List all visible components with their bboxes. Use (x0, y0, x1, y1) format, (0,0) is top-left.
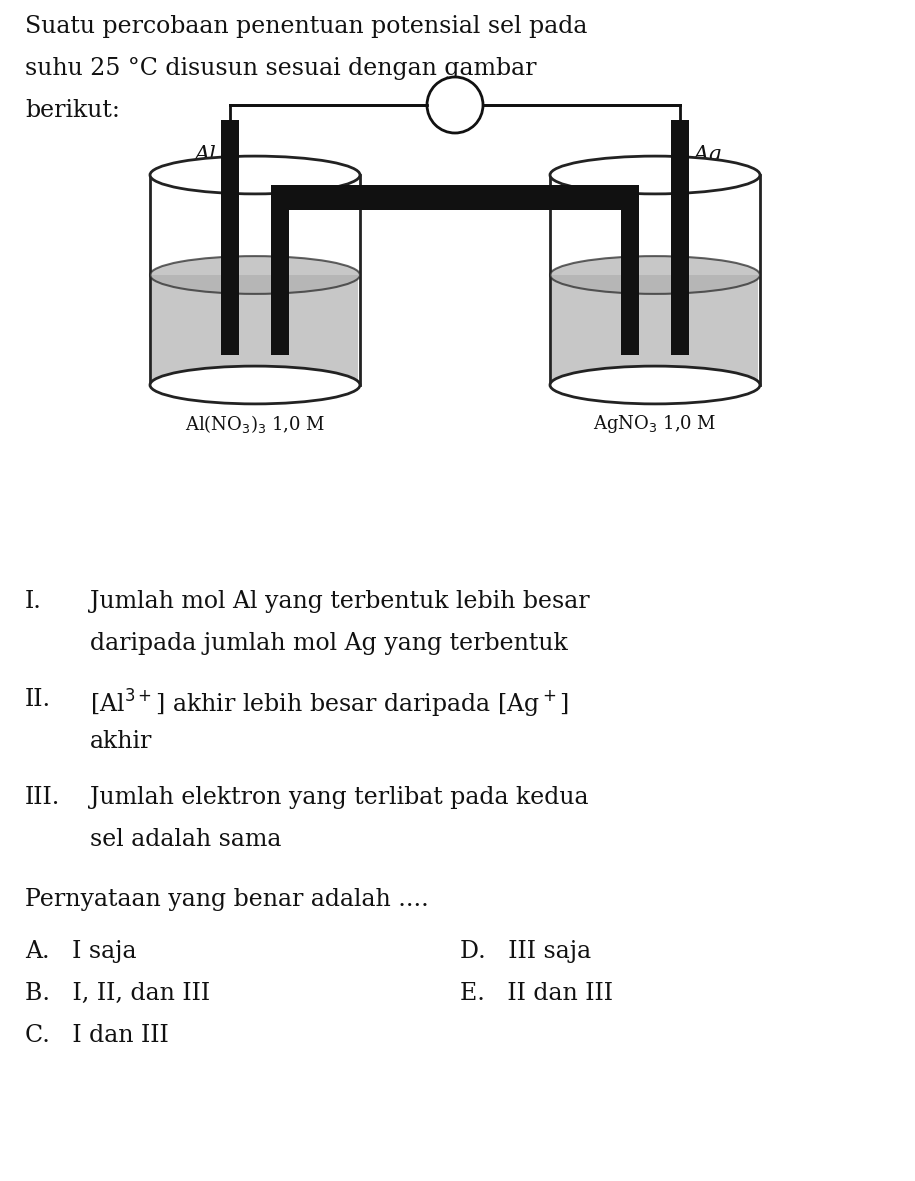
Text: akhir: akhir (90, 730, 153, 753)
Text: I.: I. (25, 590, 42, 613)
Text: suhu 25 °C disusun sesuai dengan gambar: suhu 25 °C disusun sesuai dengan gambar (25, 57, 536, 80)
Text: daripada jumlah mol Ag yang terbentuk: daripada jumlah mol Ag yang terbentuk (90, 632, 567, 655)
Ellipse shape (150, 256, 360, 294)
Text: Al(NO$_3$)$_3$ 1,0 M: Al(NO$_3$)$_3$ 1,0 M (185, 413, 325, 435)
Text: III.: III. (25, 787, 60, 809)
Text: Jumlah elektron yang terlibat pada kedua: Jumlah elektron yang terlibat pada kedua (90, 787, 588, 809)
Bar (150, 175, 360, 385)
Text: E.   II dan III: E. II dan III (460, 981, 613, 1005)
Text: Pernyataan yang benar adalah ....: Pernyataan yang benar adalah .... (25, 888, 429, 911)
Bar (621, 185, 639, 355)
Text: AgNO$_3$ 1,0 M: AgNO$_3$ 1,0 M (593, 413, 716, 435)
Text: Jumlah mol Al yang terbentuk lebih besar: Jumlah mol Al yang terbentuk lebih besar (90, 590, 589, 613)
Text: A.   I saja: A. I saja (25, 940, 136, 963)
Ellipse shape (550, 156, 760, 194)
Bar (550, 175, 760, 385)
Text: [Al$^{3+}$] akhir lebih besar daripada [Ag$^+$]: [Al$^{3+}$] akhir lebih besar daripada [… (90, 689, 569, 720)
Bar (552, 275, 758, 383)
Bar (221, 120, 239, 355)
Text: Ag: Ag (694, 145, 723, 164)
Text: D.   III saja: D. III saja (460, 940, 591, 963)
Bar (671, 120, 689, 355)
Text: sel adalah sama: sel adalah sama (90, 828, 282, 852)
Ellipse shape (550, 256, 760, 294)
Text: B.   I, II, dan III: B. I, II, dan III (25, 981, 210, 1005)
Text: Suatu percobaan penentuan potensial sel pada: Suatu percobaan penentuan potensial sel … (25, 15, 587, 38)
Circle shape (427, 77, 483, 133)
Text: II.: II. (25, 689, 51, 711)
Bar (152, 275, 358, 383)
Text: Al: Al (194, 145, 216, 164)
Bar (271, 185, 639, 210)
Ellipse shape (150, 156, 360, 194)
Bar (271, 185, 289, 355)
Text: berikut:: berikut: (25, 99, 120, 122)
Text: C.   I dan III: C. I dan III (25, 1024, 168, 1048)
Ellipse shape (550, 366, 760, 404)
Ellipse shape (150, 366, 360, 404)
